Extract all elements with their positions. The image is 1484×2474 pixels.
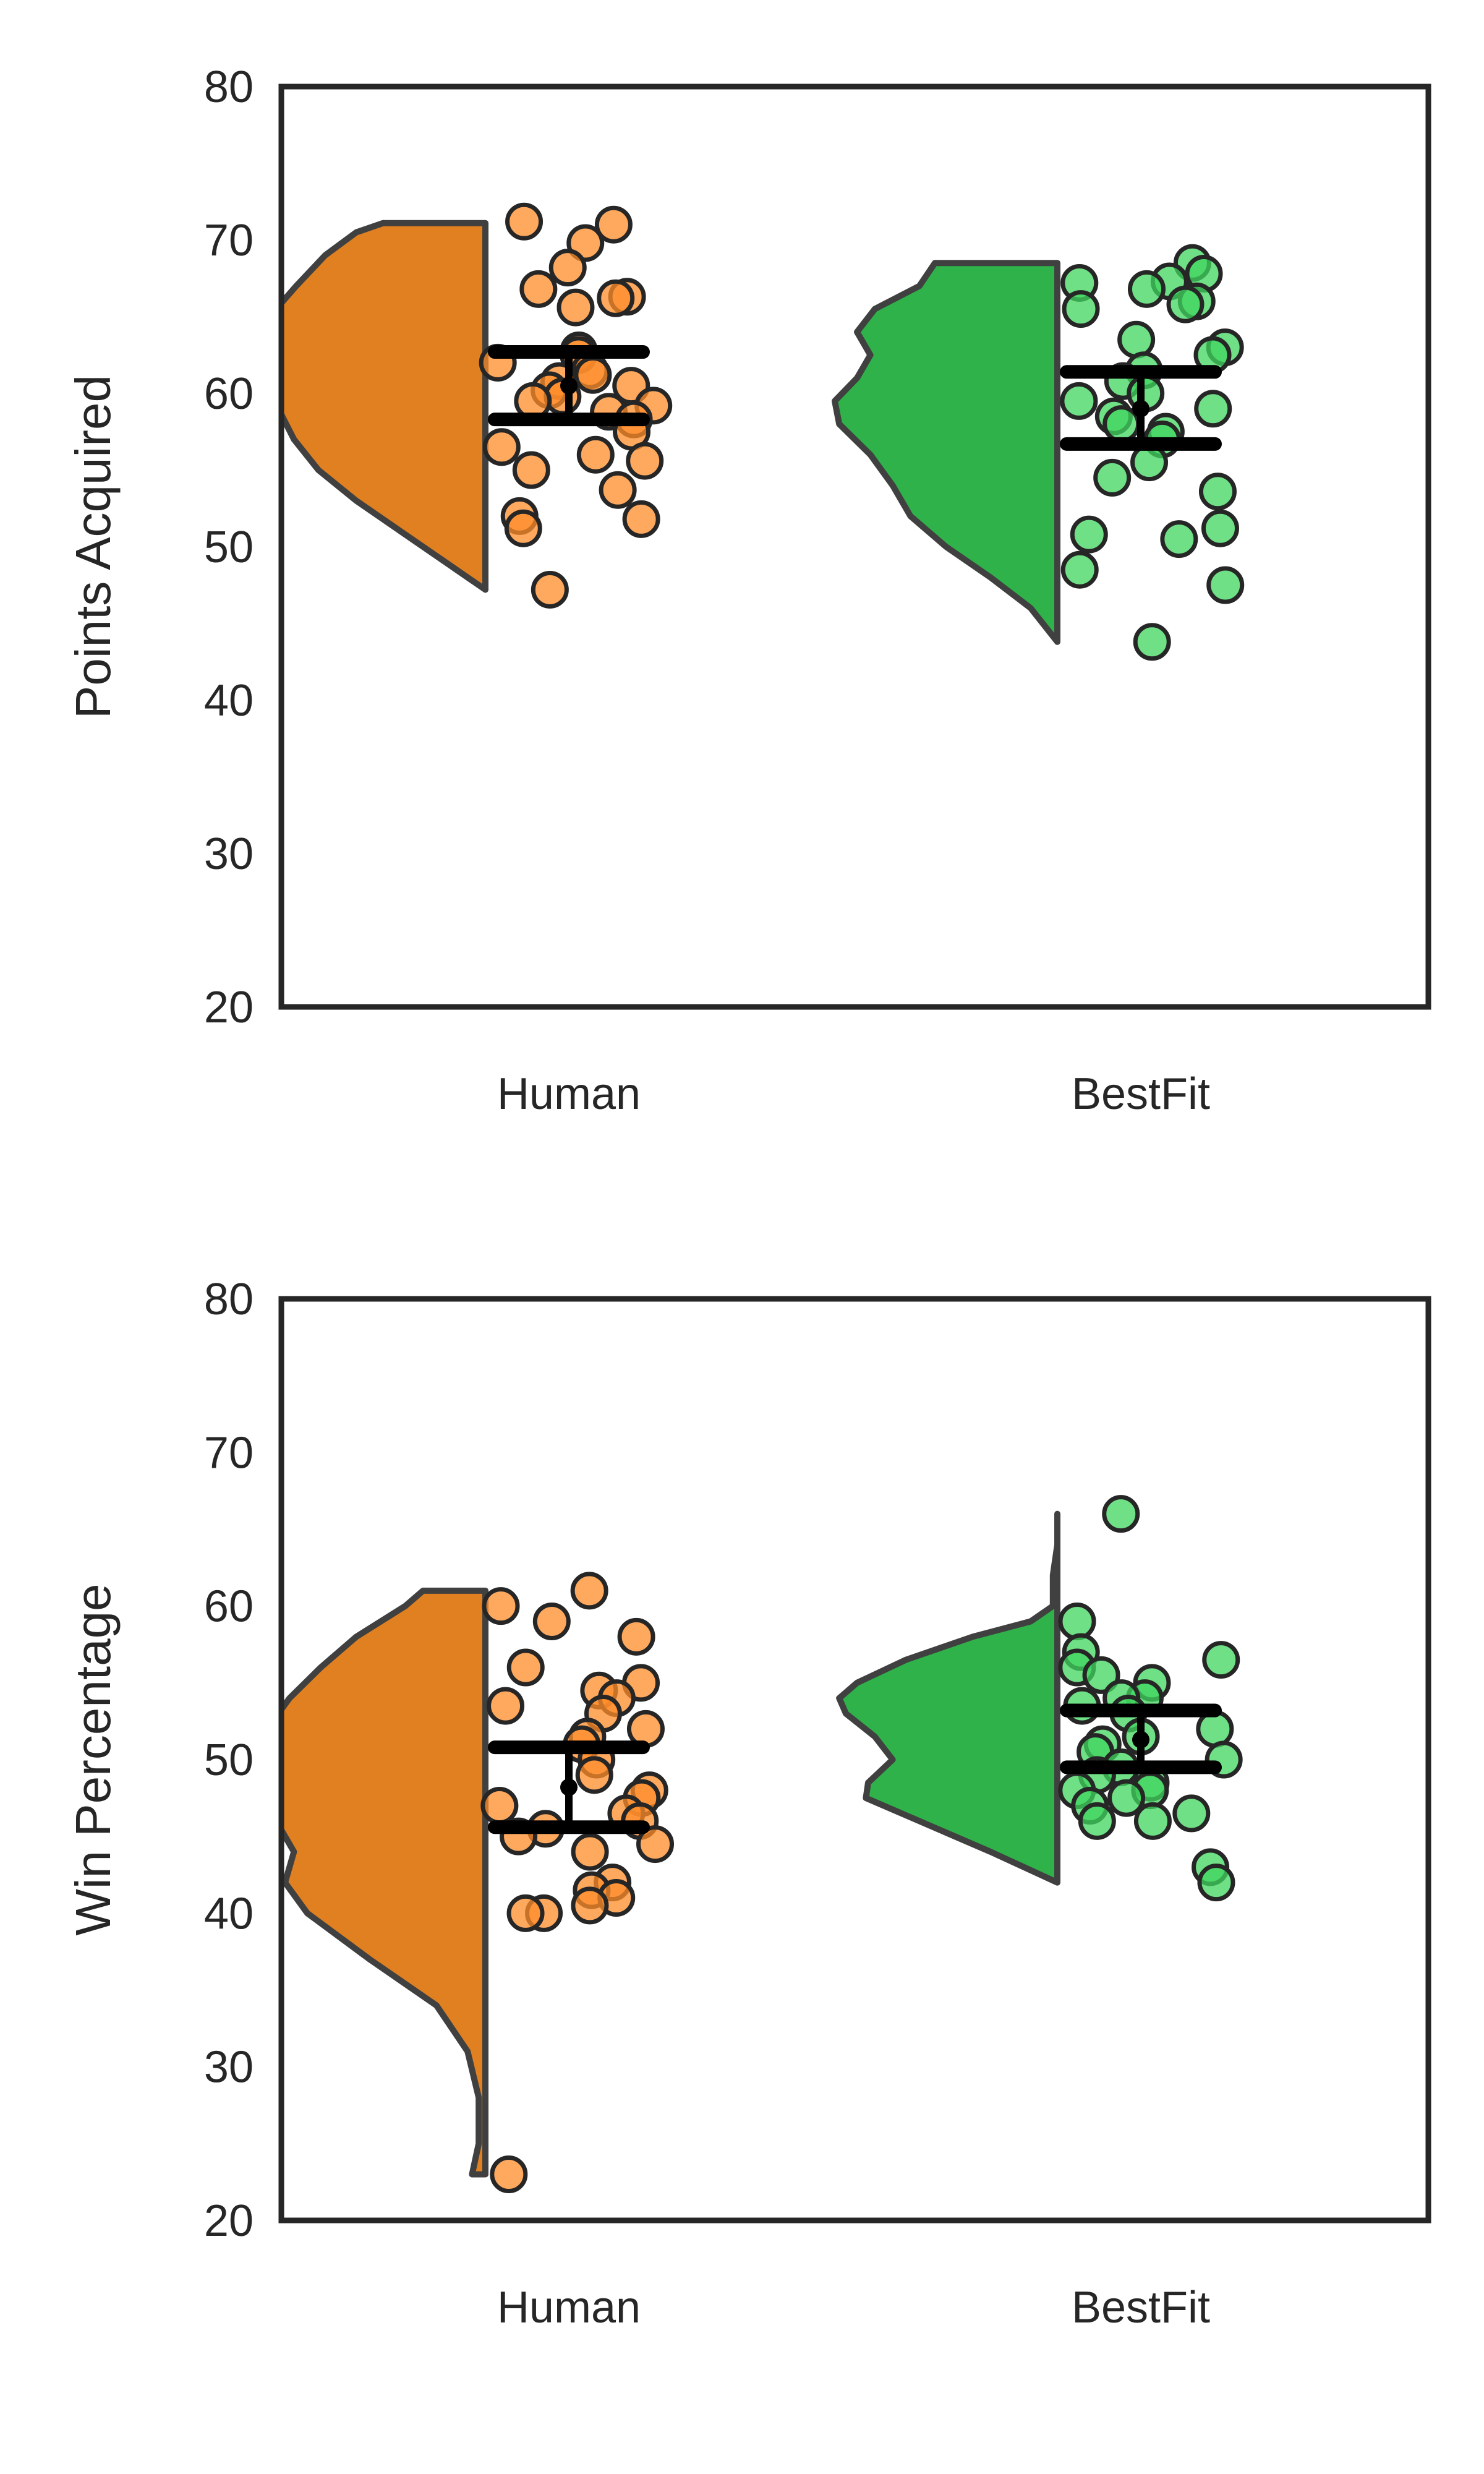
data-point-human [594,205,633,244]
error-bar-bestfit [1060,365,1222,451]
violin-human [281,220,488,593]
data-point-human [575,1756,613,1794]
data-point-bestfit [1133,623,1171,661]
y-tick-label: 40 [204,1889,254,1938]
y-tick-label: 50 [204,1736,254,1785]
error-bar-human [488,1740,650,1834]
data-point-bestfit [1060,382,1098,420]
data-point-human [482,428,521,466]
violin-bestfit [832,260,1060,645]
panel-points-acquired: 20 30 40 50 60 70 80 Human BestFit Points Acquire… [66,62,1431,1119]
mean-marker-bestfit [1132,400,1149,417]
data-point-human [480,1787,519,1825]
data-point-human [506,1894,545,1932]
x-tick-label: BestFit [1072,2283,1210,2332]
data-point-bestfit [1194,390,1232,428]
data-point-human [531,570,569,609]
y-tick-label: 60 [204,1582,254,1632]
y-tick-label: 20 [204,2196,254,2246]
y-axis-label: Points Acquired [66,375,121,719]
data-point-bestfit [1070,515,1108,554]
data-point-human [571,1833,609,1871]
data-point-human [519,270,558,308]
data-point-human [599,471,637,509]
y-tick-label: 30 [204,2043,254,2092]
data-point-human [626,442,664,480]
data-point-human [512,451,550,489]
panel-win-percentage: 20 30 40 50 60 70 80 Human BestFit Win Percentage [66,1275,1431,2332]
data-point-bestfit [1062,290,1100,328]
data-point-human [490,2155,528,2193]
violin-bestfit [836,1510,1060,1886]
data-point-bestfit [1078,1802,1116,1840]
y-tick-label: 80 [204,62,254,112]
data-point-bestfit [1166,285,1205,323]
violin-human [281,1587,488,2178]
data-point-human [504,509,542,547]
data-point-bestfit [1172,1794,1211,1833]
data-point-bestfit [1133,1802,1172,1840]
data-point-bestfit [1206,566,1245,604]
data-point-bestfit [1117,320,1156,359]
data-point-human [532,1603,571,1640]
y-tick-label: 60 [204,369,254,419]
mean-marker-bestfit [1132,1731,1149,1748]
mean-marker-human [560,377,578,395]
data-point-human [636,1825,675,1864]
data-point-human [576,435,615,474]
axes-frame [278,83,1431,1010]
data-point-bestfit [1202,1641,1240,1679]
data-point-bestfit [1198,473,1237,511]
data-point-human [482,1587,520,1625]
axes-frame [278,1296,1431,2224]
data-point-human [570,1572,608,1610]
data-point-human [505,202,544,241]
data-point-human [571,1886,609,1925]
data-point-bestfit [1107,1779,1146,1817]
data-point-bestfit [1058,1603,1096,1640]
data-point-human [574,356,612,394]
y-tick-label: 70 [204,216,254,265]
data-point-human [622,500,660,538]
data-point-human [617,1617,655,1656]
y-axis-label: Win Percentage [66,1583,121,1935]
x-tick-label: BestFit [1072,1069,1210,1119]
plot-area [281,1495,1243,2193]
mean-marker-human [560,1778,578,1796]
y-tick-label: 30 [204,829,254,879]
error-bar-human [488,345,650,427]
error-bar-bestfit [1060,1703,1222,1774]
y-tick-label: 40 [204,676,254,726]
data-point-bestfit [1197,1864,1235,1902]
data-point-bestfit [1201,509,1239,547]
y-tick-label: 70 [204,1428,254,1478]
data-point-bestfit [1160,520,1198,559]
data-point-human [556,288,595,327]
data-point-human [506,1648,545,1687]
y-tick-label: 80 [204,1275,254,1324]
y-tick-label: 20 [204,983,254,1032]
y-tick-label: 50 [204,523,254,572]
data-point-human [548,249,587,287]
data-point-bestfit [1127,270,1166,308]
data-point-bestfit [1102,1495,1140,1533]
data-point-bestfit [1093,458,1132,497]
x-tick-label: Human [497,2283,641,2332]
data-point-bestfit [1060,550,1099,589]
data-point-human [487,1687,525,1725]
plot-area [281,202,1245,661]
x-tick-label: Human [497,1069,641,1119]
data-point-human [597,279,635,317]
